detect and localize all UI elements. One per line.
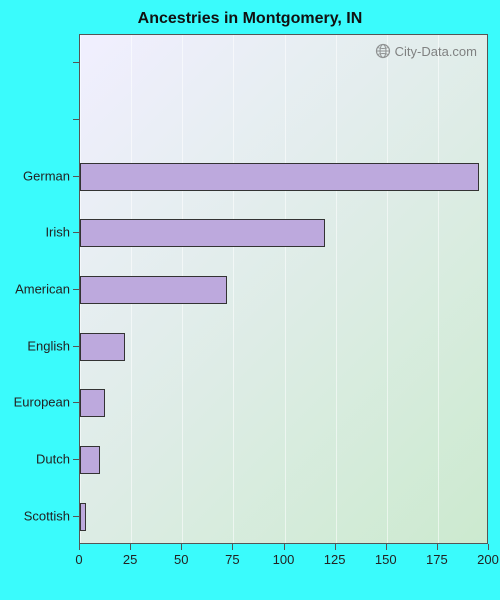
x-tick-mark [79,544,80,550]
x-tick-mark [232,544,233,550]
watermark-text: City-Data.com [395,44,477,59]
x-tick-label: 200 [477,552,499,567]
plot-wrap: City-Data.com 0255075100125150175200Germ… [12,34,488,574]
watermark: City-Data.com [375,43,477,59]
y-tick-label: Dutch [12,452,70,467]
x-gridline [336,35,337,543]
y-tick-label: German [12,168,70,183]
x-tick-mark [284,544,285,550]
y-tick-label: American [12,282,70,297]
bar [80,276,227,304]
y-tick-mark [73,402,79,403]
bar [80,219,325,247]
x-tick-label: 25 [123,552,137,567]
y-tick-mark [73,232,79,233]
chart-container: Ancestries in Montgomery, IN City-Data.c… [0,0,500,600]
y-tick-label: European [12,395,70,410]
x-gridline [233,35,234,543]
x-tick-mark [386,544,387,550]
y-tick-label: English [12,338,70,353]
y-tick-mark [73,62,79,63]
x-gridline [285,35,286,543]
x-tick-mark [130,544,131,550]
bar [80,446,100,474]
bar [80,389,105,417]
y-tick-mark [73,516,79,517]
x-tick-label: 0 [75,552,82,567]
globe-icon [375,43,391,59]
y-tick-mark [73,346,79,347]
x-tick-label: 150 [375,552,397,567]
x-tick-label: 175 [426,552,448,567]
chart-title: Ancestries in Montgomery, IN [12,10,488,28]
y-tick-mark [73,459,79,460]
x-tick-mark [437,544,438,550]
x-tick-label: 100 [273,552,295,567]
x-tick-mark [335,544,336,550]
y-tick-mark [73,176,79,177]
y-tick-label: Scottish [12,508,70,523]
bar [80,333,125,361]
x-tick-label: 50 [174,552,188,567]
y-tick-mark [73,119,79,120]
bar [80,503,86,531]
x-tick-mark [488,544,489,550]
y-tick-mark [73,289,79,290]
x-tick-label: 75 [225,552,239,567]
plot-area: City-Data.com [79,34,488,544]
x-gridline [387,35,388,543]
bar [80,163,479,191]
x-tick-label: 125 [324,552,346,567]
x-gridline [438,35,439,543]
y-tick-label: Irish [12,225,70,240]
x-tick-mark [181,544,182,550]
